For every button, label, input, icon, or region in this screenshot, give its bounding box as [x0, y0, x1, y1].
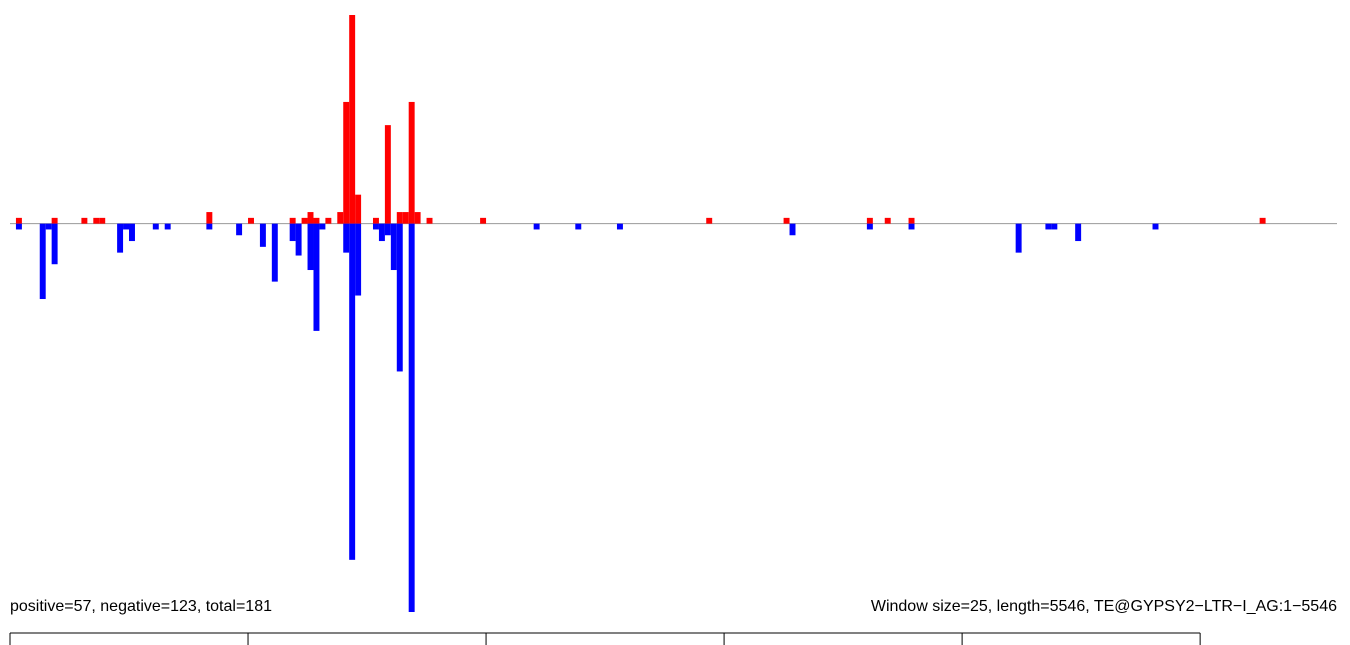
- bar: [355, 223, 362, 296]
- bar: [372, 223, 379, 230]
- bar: [93, 217, 100, 224]
- bar: [1259, 217, 1266, 224]
- bar: [396, 223, 403, 372]
- bar: [307, 212, 314, 224]
- bar: [378, 223, 385, 242]
- bar: [307, 223, 314, 271]
- bar: [99, 217, 106, 224]
- bar: [313, 223, 320, 331]
- bar: [117, 223, 124, 253]
- bar: [15, 223, 22, 230]
- bar: [295, 223, 302, 256]
- bar: [408, 101, 415, 224]
- bar: [616, 223, 623, 230]
- bar: [45, 223, 52, 230]
- bar: [319, 223, 326, 230]
- bar: [396, 212, 403, 224]
- bar: [1051, 223, 1058, 230]
- bar: [384, 223, 391, 236]
- bar: [1045, 223, 1052, 230]
- bar: [81, 217, 88, 224]
- bar: [313, 217, 320, 224]
- bar: [152, 223, 159, 230]
- bar: [289, 223, 296, 242]
- bar: [533, 223, 540, 230]
- bar: [343, 101, 350, 224]
- bar: [1015, 223, 1022, 253]
- bar: [164, 223, 171, 230]
- bar: [355, 194, 362, 224]
- bar: [51, 217, 58, 224]
- bar: [271, 223, 278, 282]
- bar: [206, 223, 213, 230]
- bar: [349, 15, 356, 224]
- bar: [866, 217, 873, 224]
- bar: [480, 217, 487, 224]
- bar: [408, 223, 415, 612]
- bar: [426, 217, 433, 224]
- bar: [390, 223, 397, 271]
- bar: [129, 223, 135, 242]
- bar: [789, 223, 796, 236]
- bar: [884, 217, 891, 224]
- bar: [402, 212, 409, 224]
- bar: [349, 223, 356, 560]
- bar: [236, 223, 243, 236]
- bar: [575, 223, 582, 230]
- bar: [372, 217, 379, 224]
- annotation: Window size=25, length=5546, TE@GYPSY2−L…: [871, 598, 1337, 615]
- bar: [706, 217, 713, 224]
- bar: [1152, 223, 1159, 230]
- bar: [289, 217, 296, 224]
- bar: [301, 217, 308, 224]
- bar: [866, 223, 873, 230]
- annotation: positive=57, negative=123, total=181: [10, 598, 272, 615]
- bar: [206, 212, 213, 224]
- bar: [325, 217, 332, 224]
- bar: [908, 223, 915, 230]
- bar: [15, 217, 22, 224]
- bar: [343, 223, 350, 253]
- bar: [414, 212, 421, 224]
- bar: [783, 217, 790, 224]
- bar: [1075, 223, 1082, 242]
- bar: [123, 223, 130, 230]
- bar: [248, 217, 254, 224]
- bar: [337, 212, 344, 224]
- bar: [51, 223, 58, 265]
- bar: [908, 217, 915, 224]
- bar: [39, 223, 46, 300]
- bar: [384, 125, 391, 224]
- bar: [259, 223, 266, 247]
